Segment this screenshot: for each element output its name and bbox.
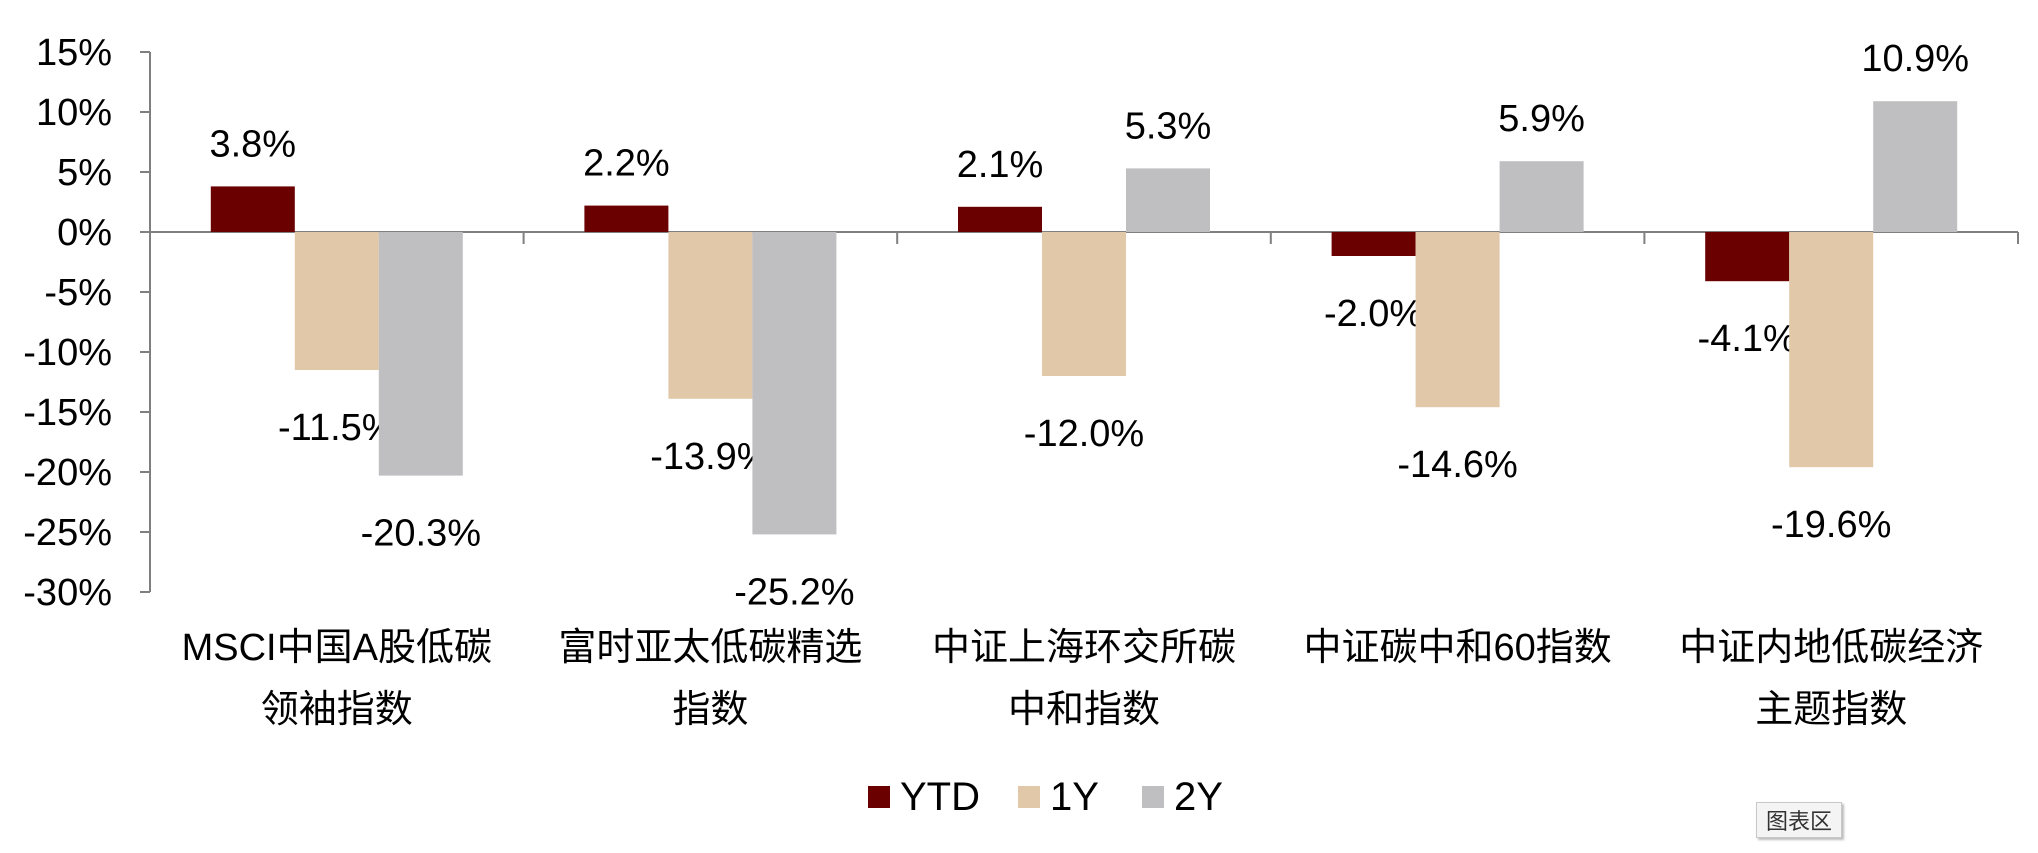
category-label: 中和指数 [1008,689,1160,731]
category-label: 中证内地低碳经济 [1679,627,1983,669]
bar-1Y [1789,232,1874,468]
bar-YTD [584,205,669,232]
data-label-1Y: -14.6% [1397,444,1517,486]
data-label-2Y: -25.2% [734,571,854,613]
data-label-1Y: -11.5% [278,407,396,449]
data-label-1Y: -13.9% [650,436,770,478]
bar-YTD [1705,232,1790,282]
bar-2Y [752,232,837,535]
data-label-YTD: 2.1% [957,144,1044,186]
bar-YTD [1331,232,1416,256]
data-label-YTD: 2.2% [583,143,670,185]
category-label: 领袖指数 [261,689,413,731]
y-tick-label: 10% [36,92,112,134]
legend-label-YTD: YTD [900,775,980,819]
bar-1Y [1415,232,1500,408]
y-tick-label: -25% [23,512,112,554]
legend-swatch-YTD [868,786,890,808]
y-tick-label: 0% [57,212,112,254]
y-tick-label: -20% [23,452,112,494]
bar-YTD [958,206,1042,232]
bar-1Y [294,232,379,370]
category-label: 中证碳中和60指数 [1303,627,1611,669]
data-label-2Y: -20.3% [361,513,481,555]
y-tick-label: -10% [23,332,112,374]
legend-swatch-2Y [1142,786,1164,808]
data-label-2Y: 10.9% [1861,38,1969,80]
data-label-1Y: -19.6% [1771,504,1891,546]
data-label-YTD: -2.0% [1324,293,1423,335]
data-label-2Y: 5.9% [1498,98,1585,140]
y-tick-label: 5% [57,152,112,194]
bar-YTD [210,186,295,232]
legend-swatch-1Y [1018,786,1040,808]
data-label-YTD: 3.8% [209,123,296,165]
bar-2Y [1873,101,1958,232]
category-label: 主题指数 [1755,689,1907,731]
data-label-2Y: 5.3% [1125,105,1212,147]
bar-2Y [1126,168,1210,232]
chart-area-badge[interactable]: 图表区 [1756,802,1842,838]
category-label: 富时亚太低碳精选 [558,627,862,669]
bar-1Y [668,232,753,399]
y-tick-label: -15% [23,392,112,434]
y-tick-label: -30% [23,572,112,614]
category-label: MSCI中国A股低碳 [182,627,492,669]
y-tick-label: -5% [44,272,112,314]
data-label-YTD: -4.1% [1698,318,1797,360]
bar-1Y [1042,232,1126,376]
y-tick-label: 15% [36,32,112,74]
bar-2Y [378,232,463,476]
data-label-1Y: -12.0% [1024,413,1144,455]
category-label: 中证上海环交所碳 [932,627,1236,669]
legend-label-2Y: 2Y [1174,775,1223,819]
legend-label-1Y: 1Y [1050,775,1099,819]
bar-2Y [1499,161,1584,232]
category-label: 指数 [672,689,748,731]
